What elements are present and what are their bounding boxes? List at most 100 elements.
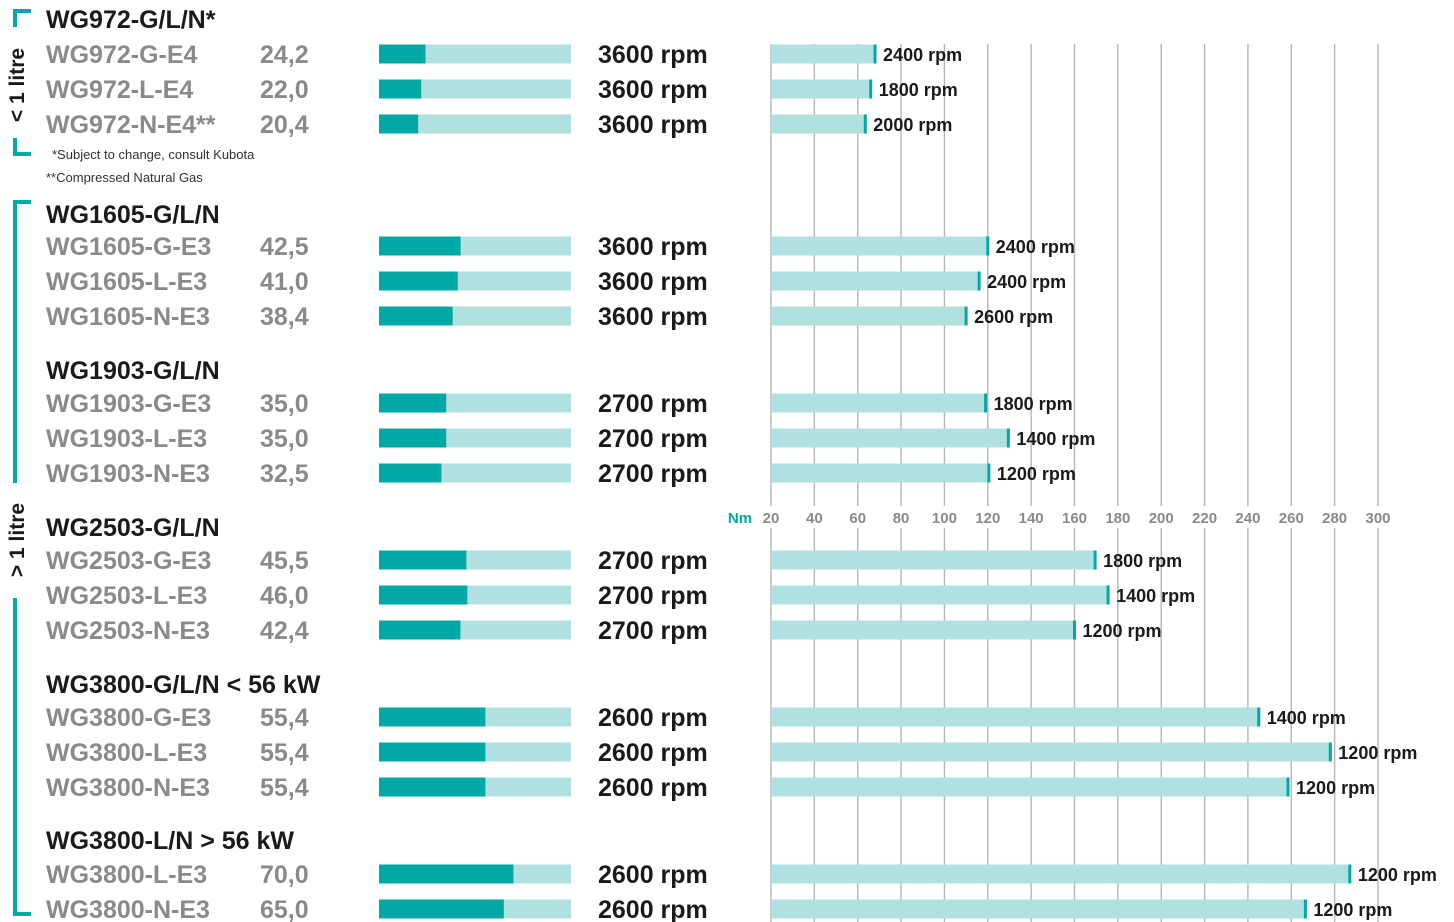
rated-speed: 3600 rpm — [598, 303, 708, 331]
torque-speed-label: 2400 rpm — [987, 272, 1066, 292]
torque-axis: Nm 20 40 60 80 100 120 140 160 180 200 220 240 260 280… — [724, 506, 1404, 528]
rated-speed: 2600 rpm — [598, 861, 708, 889]
torque-speed-label: 1200 rpm — [1358, 865, 1437, 885]
rated-speed: 3600 rpm — [598, 111, 708, 139]
power-value: 55,4 — [260, 739, 309, 767]
axis-tick-300: 300 — [1365, 510, 1390, 527]
torque-bar-marker — [987, 463, 991, 483]
group-title: WG3800-G/L/N < 56 kW — [46, 671, 321, 699]
torque-bar — [771, 620, 1075, 640]
axis-tick-220: 220 — [1192, 510, 1217, 527]
torque-bar-marker — [1286, 777, 1290, 797]
rated-speed: 2700 rpm — [598, 425, 708, 453]
power-bar-fill — [379, 550, 467, 570]
torque-bar — [771, 463, 989, 483]
torque-bar-marker — [1106, 585, 1110, 605]
power-value: 45,5 — [260, 547, 309, 575]
model-name: WG3800-G-E3 — [46, 704, 211, 732]
power-value: 65,0 — [260, 896, 309, 922]
torque-speed-label: 1200 rpm — [1313, 900, 1392, 920]
axis-tick-280: 280 — [1322, 510, 1347, 527]
axis-tick-160: 160 — [1062, 510, 1087, 527]
rated-speed: 2600 rpm — [598, 739, 708, 767]
axis-tick-80: 80 — [893, 510, 910, 527]
footnotes: *Subject to change, consult Kubota **Com… — [46, 147, 255, 185]
rated-speed: 2700 rpm — [598, 617, 708, 645]
axis-tick-20: 20 — [763, 510, 780, 527]
side-label-small: < 1 litre — [6, 48, 29, 122]
rated-speed: 2600 rpm — [598, 774, 708, 802]
power-bar-fill — [379, 463, 442, 483]
torque-bar-marker — [986, 236, 990, 256]
torque-bar-marker — [873, 44, 877, 64]
power-bar-fill — [379, 620, 461, 640]
torque-bar — [771, 899, 1306, 919]
model-name: WG2503-G-E3 — [46, 547, 211, 575]
power-bar-fill — [379, 899, 504, 919]
torque-speed-label: 1800 rpm — [994, 394, 1073, 414]
group-title: WG1605-G/L/N — [46, 201, 220, 229]
torque-bar — [771, 44, 876, 64]
power-bar-fill — [379, 114, 419, 134]
rated-speed: 3600 rpm — [598, 268, 708, 296]
axis-tick-100: 100 — [932, 510, 957, 527]
power-bar-fill — [379, 742, 486, 762]
torque-speed-label: 1200 rpm — [997, 464, 1076, 484]
model-name: WG972-L-E4 — [46, 76, 193, 104]
rated-speed: 3600 rpm — [598, 41, 708, 69]
power-bar-fill — [379, 44, 426, 64]
model-name: WG972-N-E4** — [46, 111, 216, 139]
rated-speed: 2600 rpm — [598, 704, 708, 732]
bracket-large-upper-vert — [13, 200, 17, 483]
power-bar-fill — [379, 271, 458, 291]
torque-bar-marker — [1093, 550, 1097, 570]
model-name: WG3800-N-E3 — [46, 774, 210, 802]
torque-bar-marker — [1348, 864, 1352, 884]
rated-speed: 2600 rpm — [598, 896, 708, 922]
torque-speed-label: 1800 rpm — [879, 80, 958, 100]
torque-bar-marker — [1303, 899, 1307, 919]
axis-tick-60: 60 — [849, 510, 866, 527]
torque-speed-label: 1200 rpm — [1083, 621, 1162, 641]
torque-bar-marker — [1328, 742, 1332, 762]
bracket-small-bottom-vert — [13, 138, 17, 156]
torque-bar — [771, 393, 986, 413]
power-value: 55,4 — [260, 704, 309, 732]
power-value: 32,5 — [260, 460, 309, 488]
torque-speed-label: 1400 rpm — [1267, 708, 1346, 728]
model-name: WG1903-G-E3 — [46, 390, 211, 418]
model-name: WG1903-N-E3 — [46, 460, 210, 488]
torque-bar — [771, 114, 866, 134]
torque-bar — [771, 707, 1259, 727]
torque-bar — [771, 306, 967, 326]
power-bar-fill — [379, 585, 468, 605]
torque-bar — [771, 428, 1009, 448]
torque-speed-label: 2600 rpm — [974, 307, 1053, 327]
bracket-small-top-vert — [13, 9, 17, 27]
torque-bar-marker — [977, 271, 981, 291]
model-name: WG1605-L-E3 — [46, 268, 207, 296]
power-bar-fill — [379, 236, 461, 256]
torque-grid — [770, 44, 1379, 922]
rated-speed: 2700 rpm — [598, 460, 708, 488]
axis-tick-40: 40 — [806, 510, 823, 527]
power-value: 42,4 — [260, 617, 309, 645]
axis-tick-140: 140 — [1019, 510, 1044, 527]
torque-bar — [771, 550, 1096, 570]
group-title: WG1903-G/L/N — [46, 357, 220, 385]
model-name: WG972-G-E4 — [46, 41, 198, 69]
power-bar-fill — [379, 306, 453, 326]
power-value: 35,0 — [260, 390, 309, 418]
power-bar-track — [379, 114, 571, 134]
axis-tick-200: 200 — [1149, 510, 1174, 527]
model-name: WG1903-L-E3 — [46, 425, 207, 453]
torque-bar — [771, 777, 1289, 797]
power-value: 20,4 — [260, 111, 309, 139]
model-name: WG1605-G-E3 — [46, 233, 211, 261]
torque-bar-marker — [1257, 707, 1261, 727]
power-value: 70,0 — [260, 861, 309, 889]
group-title: WG2503-G/L/N — [46, 514, 220, 542]
torque-speed-label: 1400 rpm — [1016, 429, 1095, 449]
model-name: WG3800-L-E3 — [46, 861, 207, 889]
